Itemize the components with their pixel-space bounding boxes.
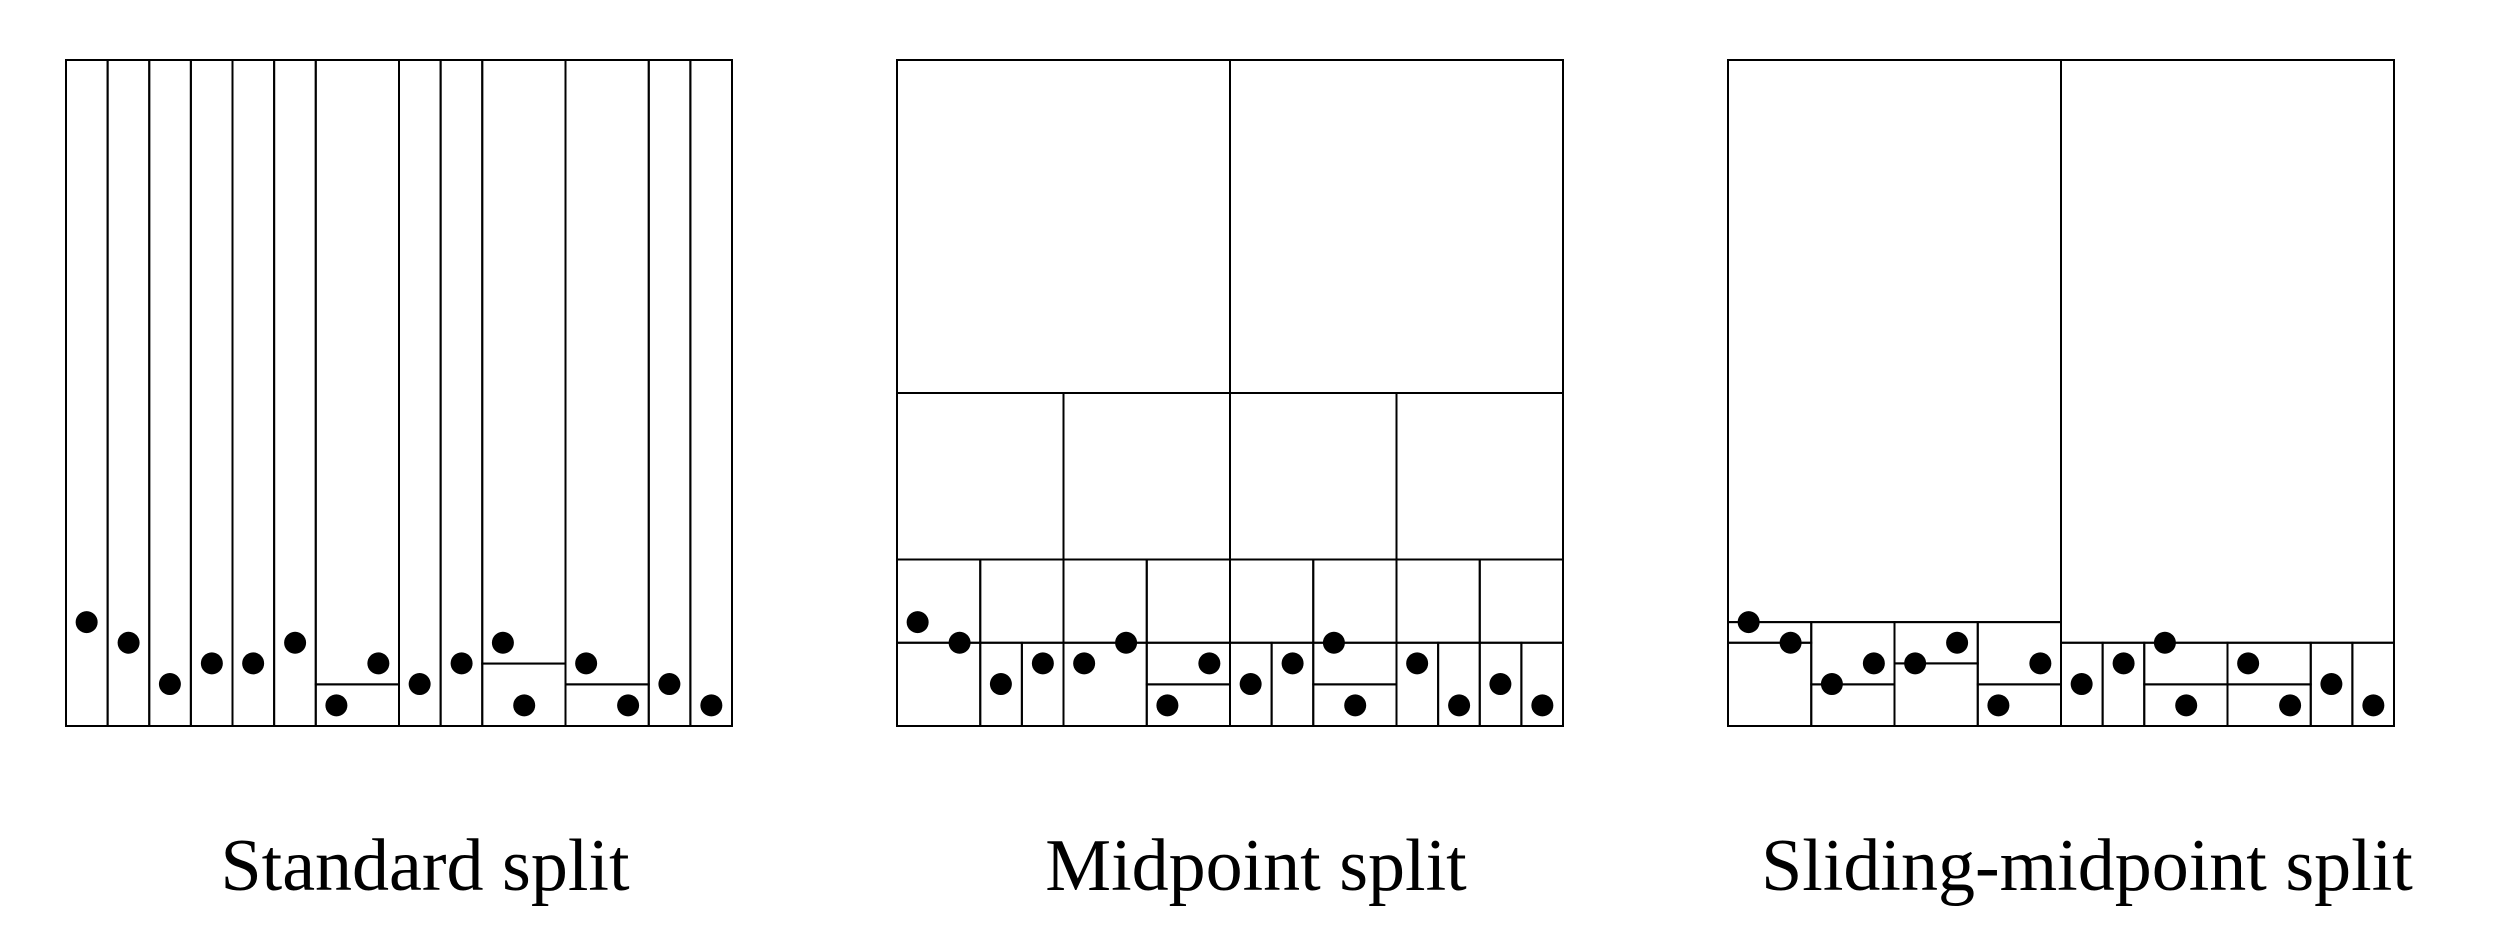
partition-cell xyxy=(1478,558,1564,644)
data-point xyxy=(450,652,473,675)
data-point xyxy=(2362,694,2385,717)
midpoint-split-panel xyxy=(896,59,1564,727)
data-point xyxy=(325,694,348,717)
data-point xyxy=(284,631,307,654)
data-point xyxy=(1531,694,1554,717)
data-point xyxy=(1946,631,1969,654)
partition-cell xyxy=(1810,621,1896,686)
data-point xyxy=(75,611,98,634)
data-point xyxy=(158,673,181,696)
data-point xyxy=(242,652,265,675)
partition-cell xyxy=(106,59,151,727)
partition-cell xyxy=(564,59,650,686)
data-point xyxy=(2237,652,2260,675)
data-point xyxy=(1156,694,1179,717)
partition-cell xyxy=(979,558,1065,644)
data-point xyxy=(1904,652,1927,675)
standard-split-caption: Standard split xyxy=(220,825,629,907)
partition-cell xyxy=(1727,641,1813,727)
data-point xyxy=(617,694,640,717)
sliding-midpoint-split-caption: Sliding-midpoint split xyxy=(1761,825,2413,907)
partition-cell xyxy=(1395,558,1481,644)
partition-cell xyxy=(1062,392,1231,561)
data-point xyxy=(2029,652,2052,675)
standard-split-panel xyxy=(65,59,733,727)
data-point xyxy=(2279,694,2302,717)
data-point xyxy=(2153,631,2176,654)
data-point xyxy=(200,652,223,675)
data-point xyxy=(1198,652,1221,675)
data-point xyxy=(408,673,431,696)
data-point xyxy=(1779,631,1802,654)
data-point xyxy=(948,631,971,654)
partition-cell xyxy=(1976,621,2062,686)
partition-cell xyxy=(148,59,192,727)
data-point xyxy=(2175,694,2198,717)
midpoint-split-caption: Midpoint split xyxy=(1045,825,1467,907)
data-point xyxy=(1737,611,1760,634)
data-point xyxy=(700,694,723,717)
partition-cell xyxy=(189,59,234,727)
data-point xyxy=(1448,694,1471,717)
data-point xyxy=(1115,631,1138,654)
partition-cell xyxy=(314,59,400,686)
data-point xyxy=(575,652,598,675)
data-point xyxy=(2070,673,2093,696)
partition-cell xyxy=(398,59,442,727)
partition-cell xyxy=(1312,558,1398,644)
partition-cell xyxy=(1893,662,1979,727)
sliding-midpoint-split-panel xyxy=(1727,59,2395,727)
data-point xyxy=(989,673,1012,696)
data-point xyxy=(1406,652,1429,675)
data-point xyxy=(367,652,390,675)
partition-cell xyxy=(896,558,982,644)
data-point xyxy=(491,631,514,654)
partition-cell xyxy=(896,59,1231,394)
partition-cell xyxy=(2060,59,2395,644)
partition-cell xyxy=(1229,59,1564,394)
partition-cell xyxy=(481,59,567,665)
partition-cell xyxy=(689,59,733,727)
data-point xyxy=(1987,694,2010,717)
partition-cell xyxy=(2351,641,2395,727)
data-point xyxy=(1322,631,1345,654)
partition-cell xyxy=(1062,558,1148,644)
partition-cell xyxy=(273,59,317,727)
data-point xyxy=(1073,652,1096,675)
data-point xyxy=(1820,673,1843,696)
partition-cell xyxy=(1145,558,1231,644)
partition-cell xyxy=(439,59,484,727)
partition-cell xyxy=(231,59,276,727)
partition-cell xyxy=(896,392,1065,561)
partition-cell xyxy=(647,59,692,727)
data-point xyxy=(2112,652,2135,675)
data-point xyxy=(2320,673,2343,696)
data-point xyxy=(1344,694,1367,717)
partition-cell xyxy=(1395,392,1564,561)
partition-cell xyxy=(1727,59,2062,624)
data-point xyxy=(658,673,681,696)
partition-cell xyxy=(1062,641,1148,727)
partition-cell xyxy=(896,641,982,727)
data-point xyxy=(513,694,536,717)
data-point xyxy=(1031,652,1054,675)
data-point xyxy=(1239,673,1262,696)
data-point xyxy=(117,631,140,654)
data-point xyxy=(906,611,929,634)
partition-cell xyxy=(1520,641,1564,727)
data-point xyxy=(1281,652,1304,675)
partition-cell xyxy=(1229,392,1398,561)
partition-cell xyxy=(1229,558,1315,644)
data-point xyxy=(1489,673,1512,696)
data-point xyxy=(1862,652,1885,675)
